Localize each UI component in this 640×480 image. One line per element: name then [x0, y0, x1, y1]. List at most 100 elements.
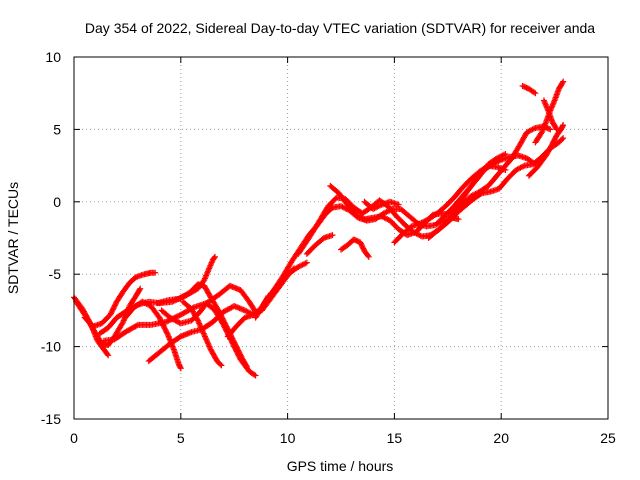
data-point: [156, 314, 163, 321]
x-tick-label: 15: [387, 430, 403, 446]
data-point: [216, 308, 223, 315]
data-point: [252, 372, 259, 379]
data-point: [119, 320, 126, 327]
satellite-track: [361, 198, 402, 213]
data-point: [233, 343, 240, 350]
data-point: [230, 338, 237, 345]
data-point: [218, 362, 225, 369]
data-point: [218, 314, 225, 321]
data-point: [112, 301, 119, 308]
data-point: [161, 323, 168, 330]
satellite-track: [540, 97, 560, 133]
satellite-track: [122, 298, 184, 372]
data-point: [137, 285, 144, 292]
data-point: [532, 90, 539, 97]
data-point: [232, 340, 239, 347]
data-point: [111, 303, 118, 310]
data-point: [560, 135, 567, 142]
data-point: [230, 336, 237, 343]
data-point: [219, 315, 226, 322]
data-point: [547, 126, 554, 133]
data-point: [224, 324, 231, 331]
data-point: [152, 269, 159, 276]
data-point: [560, 122, 567, 129]
satellite-track: [154, 281, 251, 370]
data-point: [231, 339, 238, 346]
y-tick-label: -10: [41, 339, 61, 355]
data-point: [176, 312, 183, 319]
x-tick-label: 20: [493, 430, 509, 446]
data-point: [218, 312, 225, 319]
data-point: [235, 348, 242, 355]
data-point: [244, 363, 251, 370]
data-point: [243, 362, 250, 369]
data-point: [164, 330, 171, 337]
data-point: [175, 313, 182, 320]
data-points: [71, 78, 567, 379]
data-point: [229, 335, 236, 342]
chart-title: Day 354 of 2022, Sidereal Day-to-day VTE…: [85, 20, 595, 36]
data-point: [108, 309, 115, 316]
data-point: [303, 259, 310, 266]
satellite-track: [338, 236, 372, 260]
satellite-track: [425, 155, 515, 241]
data-point: [232, 342, 239, 349]
x-tick-label: 5: [177, 430, 185, 446]
data-point: [133, 322, 140, 329]
data-point: [220, 316, 227, 323]
data-point: [107, 310, 114, 317]
data-point: [236, 350, 243, 357]
data-point: [238, 354, 245, 361]
data-point: [224, 326, 231, 333]
data-point: [105, 352, 112, 359]
data-point: [395, 201, 402, 208]
data-point: [162, 326, 169, 333]
grid: [74, 57, 608, 419]
data-point: [163, 329, 170, 336]
data-point: [163, 328, 170, 335]
data-point: [109, 306, 116, 313]
data-point: [158, 318, 165, 325]
data-point: [216, 310, 223, 317]
y-tick-label: 0: [53, 194, 61, 210]
data-point: [235, 347, 242, 354]
data-point: [365, 253, 372, 260]
data-point: [559, 136, 566, 143]
y-tick-label: 10: [45, 49, 61, 65]
data-point: [237, 352, 244, 359]
data-point: [220, 318, 227, 325]
data-point: [234, 346, 241, 353]
data-point: [109, 307, 116, 314]
x-tick-label: 0: [70, 430, 78, 446]
data-point: [107, 311, 114, 318]
satellite-track: [252, 259, 310, 321]
data-point: [531, 89, 538, 96]
x-axis-label: GPS time / hours: [287, 458, 394, 474]
satellite-track: [303, 232, 336, 257]
satellite-track: [508, 123, 554, 162]
data-point: [194, 316, 201, 323]
data-point: [211, 254, 218, 261]
x-tick-label: 10: [280, 430, 296, 446]
data-point: [164, 318, 171, 325]
plot-frame: [73, 56, 609, 420]
data-point: [502, 151, 509, 158]
data-point: [217, 361, 224, 368]
data-point: [222, 320, 229, 327]
data-point: [217, 311, 224, 318]
data-point: [111, 302, 118, 309]
satellite-track: [81, 269, 159, 330]
data-point: [531, 160, 538, 167]
data-point: [110, 305, 117, 312]
y-tick-label: -15: [41, 411, 61, 427]
data-point: [223, 323, 230, 330]
data-point: [211, 253, 218, 260]
data-point: [560, 78, 567, 85]
data-point: [157, 315, 164, 322]
data-point: [553, 126, 560, 133]
y-axis-label: SDTVAR / TECUs: [5, 182, 21, 294]
y-tick-label: -5: [49, 266, 62, 282]
data-point: [177, 365, 184, 372]
data-point: [159, 321, 166, 328]
